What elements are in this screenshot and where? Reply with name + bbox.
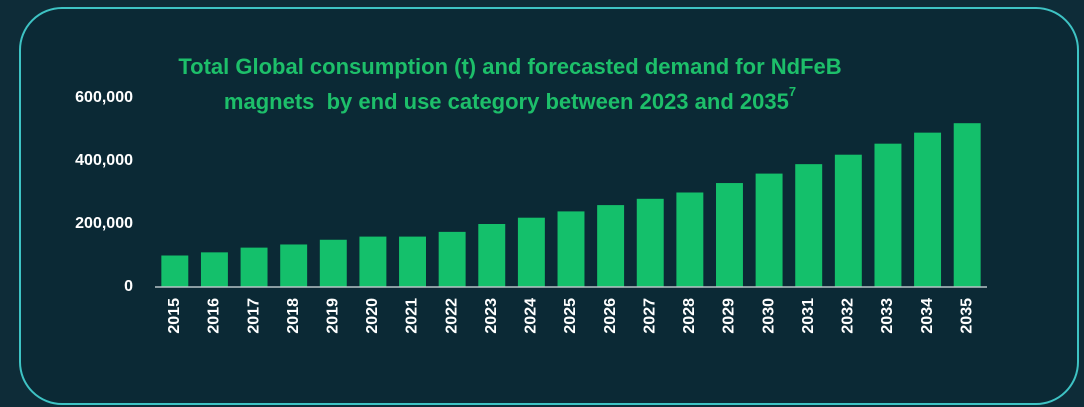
bar: [438, 231, 466, 287]
bar: [716, 183, 743, 287]
bar: [953, 123, 981, 287]
x-tick-label: 2029: [721, 298, 738, 334]
bar: [676, 192, 704, 287]
bar: [161, 255, 189, 287]
bar: [557, 211, 585, 287]
x-tick-label: 2026: [602, 298, 619, 334]
bar: [636, 198, 664, 287]
x-tick-label: 2023: [483, 298, 500, 334]
bar: [597, 205, 625, 287]
x-tick-label: 2016: [206, 298, 223, 334]
x-tick-label: 2034: [919, 298, 936, 334]
x-tick-label: 2017: [245, 298, 262, 334]
x-tick-label: 2028: [681, 298, 698, 334]
bar: [280, 244, 308, 287]
x-tick-label: 2025: [562, 298, 579, 334]
bar: [834, 154, 862, 287]
bar: [200, 252, 228, 287]
y-tick-label: 600,000: [75, 89, 133, 106]
bar: [755, 173, 783, 287]
y-tick-label: 200,000: [75, 215, 133, 232]
title-note: 7: [789, 84, 796, 99]
x-tick-label: 2015: [166, 298, 183, 334]
bar: [240, 247, 268, 287]
x-tick-label: 2035: [958, 298, 975, 334]
x-tick-label: 2032: [840, 298, 857, 334]
bar: [874, 143, 902, 287]
x-tick-label: 2019: [325, 298, 342, 334]
x-tick-label: 2024: [523, 298, 540, 334]
x-tick-label: 2020: [364, 298, 381, 334]
chart-title-line: magnets by end use category between 2023…: [224, 89, 789, 114]
bar: [914, 132, 942, 287]
x-tick-label: 2031: [800, 298, 817, 334]
x-tick-label: 2018: [285, 298, 302, 334]
x-tick-label: 2027: [641, 298, 658, 334]
bar: [478, 224, 506, 287]
bar: [319, 239, 347, 287]
bar: [795, 164, 823, 287]
y-tick-label: 400,000: [75, 152, 133, 169]
panel: [19, 7, 1079, 405]
bar: [399, 236, 426, 287]
x-tick-label: 2021: [404, 298, 421, 334]
bar: [517, 217, 545, 287]
chart-title: magnets by end use category between 2023…: [224, 84, 796, 113]
chart-title: Total Global consumption (t) and forecas…: [178, 54, 841, 79]
y-tick-label: 0: [124, 278, 133, 295]
x-tick-label: 2022: [443, 298, 460, 334]
bar: [359, 236, 387, 287]
x-tick-label: 2033: [879, 298, 896, 334]
x-tick-label: 2030: [760, 298, 777, 334]
